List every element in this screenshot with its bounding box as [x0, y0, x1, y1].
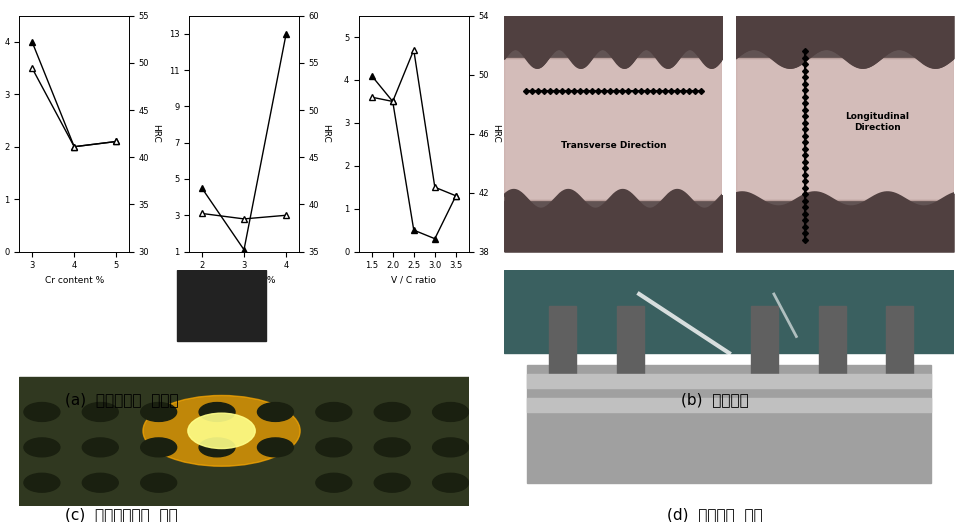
Circle shape	[199, 402, 235, 421]
Bar	[504, 200, 723, 252]
Ellipse shape	[188, 413, 255, 448]
Bar	[751, 306, 778, 376]
Circle shape	[375, 438, 411, 457]
Bar	[504, 58, 723, 200]
X-axis label: V / C ratio: V / C ratio	[391, 276, 436, 285]
Bar	[177, 270, 267, 341]
Circle shape	[258, 402, 294, 421]
Circle shape	[24, 402, 60, 421]
Text: (d)  커팅금형  개발: (d) 커팅금형 개발	[667, 507, 763, 521]
Circle shape	[83, 473, 119, 492]
Circle shape	[83, 438, 119, 457]
X-axis label: Mo content %: Mo content %	[213, 276, 275, 285]
Text: (c)  레이저클래딩  공정: (c) 레이저클래딩 공정	[65, 507, 178, 521]
Bar	[736, 16, 954, 58]
Circle shape	[199, 438, 235, 457]
Circle shape	[433, 402, 469, 421]
Y-axis label: HRC: HRC	[321, 124, 330, 143]
Bar	[527, 374, 931, 388]
Bar	[527, 398, 931, 412]
Circle shape	[83, 402, 119, 421]
Bar	[504, 16, 723, 58]
Y-axis label: HRC: HRC	[152, 124, 161, 143]
Circle shape	[24, 438, 60, 457]
Circle shape	[141, 402, 177, 421]
Bar	[504, 270, 954, 353]
Y-axis label: HRC: HRC	[491, 124, 500, 143]
Ellipse shape	[143, 396, 300, 466]
Text: Transverse Direction: Transverse Direction	[560, 141, 667, 150]
X-axis label: Cr content %: Cr content %	[45, 276, 104, 285]
Circle shape	[24, 473, 60, 492]
Text: Longitudinal
Direction: Longitudinal Direction	[846, 112, 909, 132]
Bar	[550, 306, 576, 376]
Text: (b)  시험분석: (b) 시험분석	[681, 392, 749, 407]
Circle shape	[433, 438, 469, 457]
Circle shape	[375, 402, 411, 421]
Circle shape	[433, 473, 469, 492]
Bar	[819, 306, 846, 376]
Bar	[19, 376, 469, 506]
Circle shape	[141, 473, 177, 492]
Circle shape	[141, 438, 177, 457]
Bar	[527, 365, 931, 483]
Bar	[736, 58, 954, 200]
Circle shape	[316, 402, 352, 421]
Circle shape	[375, 473, 411, 492]
Bar	[736, 200, 954, 252]
Bar	[886, 306, 913, 376]
Circle shape	[316, 473, 352, 492]
Circle shape	[316, 438, 352, 457]
Text: (a)  메탈파우더  재설계: (a) 메탈파우더 재설계	[65, 392, 178, 407]
Bar	[617, 306, 644, 376]
Circle shape	[258, 438, 294, 457]
